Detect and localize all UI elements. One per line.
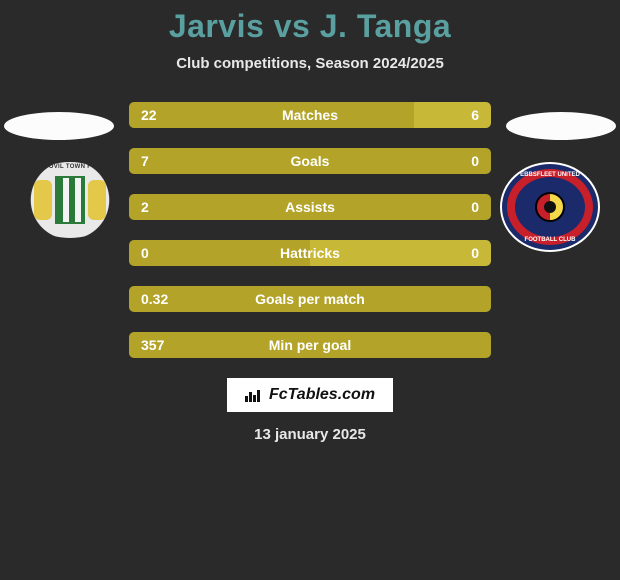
stat-bar: 00Hattricks [129,240,491,266]
bar-value-right: 0 [471,240,479,266]
stat-bar: 226Matches [129,102,491,128]
bar-segment-right [310,240,491,266]
ball-icon [535,192,565,222]
bar-value-right: 0 [471,148,479,174]
comparison-stage: OVIL TOWN F EBBSFLEET UNITED FOOTBALL CL… [0,102,620,358]
bar-value-left: 2 [141,194,149,220]
player-left-ellipse [4,112,114,140]
lion-right-icon [88,180,106,220]
bar-value-right: 6 [471,102,479,128]
club-badge-right: EBBSFLEET UNITED FOOTBALL CLUB [500,162,600,252]
bar-value-left: 0.32 [141,286,168,312]
comparison-bars: 226Matches70Goals20Assists00Hattricks0.3… [129,102,491,358]
bars-icon [245,388,263,402]
stat-bar: 357Min per goal [129,332,491,358]
lion-left-icon [34,180,52,220]
stat-bar: 70Goals [129,148,491,174]
bar-segment-left [129,194,491,220]
bar-value-left: 22 [141,102,157,128]
bar-segment-right [414,102,491,128]
site-watermark: FcTables.com [227,378,393,412]
header: Jarvis vs J. Tanga Club competitions, Se… [0,0,620,72]
bar-segment-left [129,286,491,312]
bar-value-left: 7 [141,148,149,174]
page-subtitle: Club competitions, Season 2024/2025 [0,55,620,72]
player-right-ellipse [506,112,616,140]
badge-left-text: OVIL TOWN F [20,164,120,170]
bar-value-right: 0 [471,194,479,220]
footer: FcTables.com 13 january 2025 [0,378,620,443]
bar-segment-left [129,240,310,266]
page-title: Jarvis vs J. Tanga [0,8,620,45]
club-badge-left: OVIL TOWN F [20,162,120,238]
yeovil-badge-icon: OVIL TOWN F [20,162,120,238]
bar-segment-left [129,148,491,174]
badge-right-text-bot: FOOTBALL CLUB [502,237,598,243]
stat-bar: 20Assists [129,194,491,220]
bar-segment-left [129,332,491,358]
snapshot-date: 13 january 2025 [254,426,366,443]
bar-segment-left [129,102,414,128]
stat-bar: 0.32Goals per match [129,286,491,312]
bar-value-left: 0 [141,240,149,266]
bar-value-left: 357 [141,332,164,358]
stripes-icon [55,176,85,224]
badge-right-text-top: EBBSFLEET UNITED [502,172,598,178]
site-label: FcTables.com [269,386,375,404]
